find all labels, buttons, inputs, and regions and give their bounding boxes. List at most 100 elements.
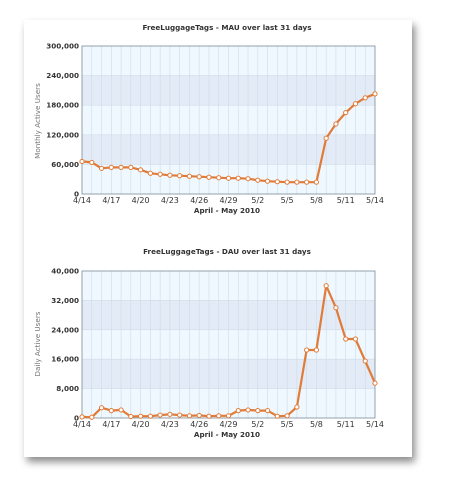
- x-tick-label: 5/2: [251, 196, 264, 205]
- x-tick-label: 5/8: [310, 420, 323, 429]
- data-point: [89, 414, 95, 420]
- data-point: [274, 179, 280, 185]
- data-point: [372, 91, 378, 97]
- data-point: [235, 408, 241, 414]
- data-point: [255, 177, 261, 183]
- y-tick-label: 16,000: [51, 355, 79, 364]
- data-point: [274, 413, 280, 419]
- data-point: [294, 179, 300, 185]
- data-point: [196, 174, 202, 180]
- x-tick-label: 5/5: [281, 420, 294, 429]
- data-point: [333, 121, 339, 127]
- data-point: [167, 411, 173, 417]
- data-point: [98, 405, 105, 411]
- data-point: [177, 412, 183, 418]
- data-point: [304, 179, 310, 185]
- data-point: [343, 336, 349, 342]
- x-tick-label: 4/20: [132, 420, 150, 429]
- y-tick-label: 32,000: [51, 296, 79, 305]
- data-point: [98, 165, 105, 171]
- x-tick-label: 5/11: [337, 420, 355, 429]
- x-tick-label: 5/11: [337, 196, 355, 205]
- x-tick-label: 5/5: [281, 196, 294, 205]
- data-point: [108, 408, 114, 414]
- x-tick-label: 5/8: [310, 196, 323, 205]
- x-tick-label: 4/17: [102, 420, 120, 429]
- x-tick-label: 4/14: [73, 196, 91, 205]
- y-tick-label: 180,000: [46, 101, 79, 110]
- data-point: [304, 347, 310, 353]
- x-tick-label: 4/29: [220, 420, 238, 429]
- series-markers: [79, 283, 378, 420]
- chart-title: FreeLuggageTags - MAU over last 31 days: [143, 23, 312, 32]
- data-point: [245, 176, 251, 182]
- data-point: [118, 407, 124, 413]
- y-axis-label: Daily Active Users: [33, 311, 42, 376]
- data-point: [352, 336, 359, 342]
- data-point: [206, 413, 212, 419]
- x-tick-label: 4/17: [102, 196, 120, 205]
- x-tick-label: 4/23: [161, 420, 179, 429]
- data-point: [128, 413, 134, 420]
- x-tick-label: 4/26: [190, 196, 208, 205]
- data-point: [206, 174, 212, 180]
- y-tick-label: 24,000: [51, 325, 79, 334]
- data-point: [167, 172, 173, 178]
- data-point: [372, 380, 378, 386]
- data-point: [264, 408, 271, 414]
- data-point: [333, 305, 339, 311]
- y-tick-label: 8,000: [56, 384, 79, 393]
- data-point: [177, 173, 183, 179]
- data-point: [216, 175, 222, 181]
- x-tick-label: 4/26: [190, 420, 208, 429]
- data-point: [216, 413, 222, 419]
- data-point: [245, 407, 251, 413]
- data-point: [157, 412, 163, 418]
- data-point: [186, 173, 193, 179]
- chart-title: FreeLuggageTags - DAU over last 31 days: [143, 247, 311, 256]
- data-point: [89, 159, 95, 166]
- data-point: [108, 164, 114, 170]
- data-point: [138, 167, 144, 173]
- y-tick-label: 40,000: [51, 267, 79, 276]
- data-point: [313, 347, 319, 353]
- data-point: [147, 170, 153, 176]
- y-tick-label: 120,000: [46, 130, 79, 139]
- y-axis-ticks: 0 60,000 120,000 180,000 240,000 300,000: [46, 42, 79, 199]
- grid-lines: [82, 271, 375, 418]
- data-point: [186, 413, 193, 419]
- data-point: [79, 158, 85, 165]
- x-tick-label: 4/14: [73, 420, 91, 429]
- y-tick-label: 60,000: [51, 160, 79, 169]
- data-point: [352, 101, 359, 107]
- x-axis-label: April - May 2010: [194, 430, 260, 439]
- series-markers: [79, 91, 378, 185]
- data-point: [157, 171, 163, 177]
- x-tick-label: 4/29: [220, 196, 238, 205]
- data-point: [264, 178, 271, 184]
- y-tick-label: 0: [74, 190, 79, 199]
- data-point: [323, 135, 329, 141]
- data-point: [362, 358, 368, 364]
- data-point: [138, 413, 144, 419]
- x-tick-label: 5/14: [366, 420, 384, 429]
- data-point: [235, 175, 241, 181]
- dau-chart: FreeLuggageTags - DAU over last 31 days …: [33, 247, 384, 439]
- data-point: [147, 413, 153, 419]
- data-point: [118, 164, 124, 170]
- data-point: [284, 413, 290, 419]
- data-point: [128, 164, 134, 170]
- data-point: [362, 95, 368, 101]
- x-tick-label: 4/23: [161, 196, 179, 205]
- y-axis-ticks: 0 8,000 16,000 24,000 32,000 40,000: [51, 267, 79, 423]
- y-tick-label: 300,000: [46, 42, 79, 51]
- y-axis-label: Monthly Active Users: [33, 83, 42, 159]
- data-point: [294, 404, 300, 410]
- x-tick-label: 4/20: [132, 196, 150, 205]
- plot-frame: [81, 45, 376, 195]
- data-point: [225, 413, 232, 419]
- data-point: [323, 283, 329, 289]
- data-point: [79, 414, 85, 420]
